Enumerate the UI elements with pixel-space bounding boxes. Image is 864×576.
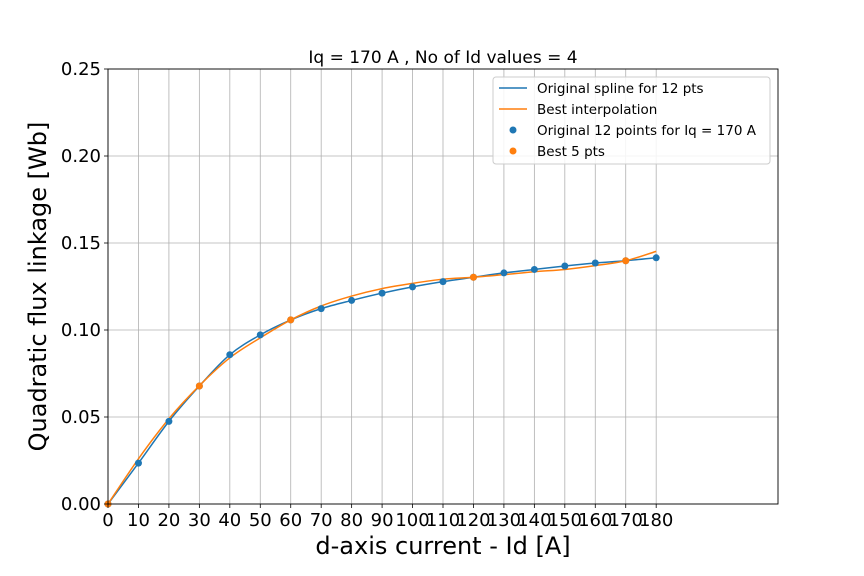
y-tick-label: 0.10 <box>61 320 101 341</box>
series-4-point <box>469 273 477 281</box>
series-3-point <box>348 296 356 304</box>
legend: Original spline for 12 pts Best interpola… <box>492 76 771 165</box>
x-tick-label: 80 <box>340 510 363 531</box>
x-tick-label: 140 <box>517 510 551 531</box>
y-tick-label: 0.25 <box>61 59 101 80</box>
series-3-point <box>409 283 417 291</box>
y-tick-label: 0.20 <box>61 146 101 167</box>
ticks: 0 10 20 30 40 50 60 70 80 90 100110120130140150160… <box>61 59 673 531</box>
x-tick-label: 150 <box>548 510 582 531</box>
x-tick-label: 170 <box>609 510 643 531</box>
x-tick-label: 180 <box>639 510 673 531</box>
x-tick-label: 50 <box>249 510 272 531</box>
legend-swatch-marker <box>509 126 517 134</box>
y-tick-label: 0.00 <box>61 494 101 515</box>
legend-entry-label: Best 5 pts <box>537 144 605 160</box>
series-3-point <box>591 259 599 267</box>
series-3-point <box>500 269 508 277</box>
series-3-point <box>378 289 386 297</box>
legend-entry-label: Original spline for 12 pts <box>537 81 704 97</box>
x-tick-label: 100 <box>395 510 429 531</box>
x-axis-label: d-axis current - Id [A] <box>315 532 570 560</box>
y-tick-label: 0.05 <box>61 407 101 428</box>
legend-entry-label: Best interpolation <box>537 102 657 118</box>
x-tick-label: 20 <box>157 510 180 531</box>
x-tick-label: 30 <box>188 510 211 531</box>
series-3-point <box>317 305 325 313</box>
x-tick-label: 130 <box>487 510 521 531</box>
x-tick-label: 0 <box>102 510 113 531</box>
x-tick-label: 40 <box>218 510 241 531</box>
series-3-point <box>561 262 569 270</box>
series-3-point <box>134 459 142 467</box>
x-tick-label: 120 <box>456 510 490 531</box>
series-4-point <box>287 316 295 324</box>
legend-box <box>492 76 771 165</box>
series-3-point <box>226 351 234 359</box>
series-3-point <box>165 417 173 425</box>
x-tick-label: 10 <box>127 510 150 531</box>
x-tick-label: 160 <box>578 510 612 531</box>
series-4-point <box>195 382 203 390</box>
plot-area <box>104 250 660 508</box>
chart-title: Iq = 170 A , No of Id values = 4 <box>308 48 577 68</box>
legend-entry-label: Original 12 points for Iq = 170 A <box>537 123 757 139</box>
y-axis-label: Quadratic flux linkage [Wb] <box>24 122 52 452</box>
x-tick-label: 60 <box>279 510 302 531</box>
series-3-point <box>256 331 264 339</box>
legend-swatch-marker <box>509 147 517 155</box>
series-4-point <box>622 257 630 265</box>
x-tick-label: 110 <box>426 510 460 531</box>
y-tick-label: 0.15 <box>61 233 101 254</box>
x-tick-label: 90 <box>371 510 394 531</box>
series-3-point <box>439 278 447 286</box>
x-tick-label: 70 <box>310 510 333 531</box>
series-3-point <box>652 254 660 262</box>
series-3-point <box>530 265 538 273</box>
